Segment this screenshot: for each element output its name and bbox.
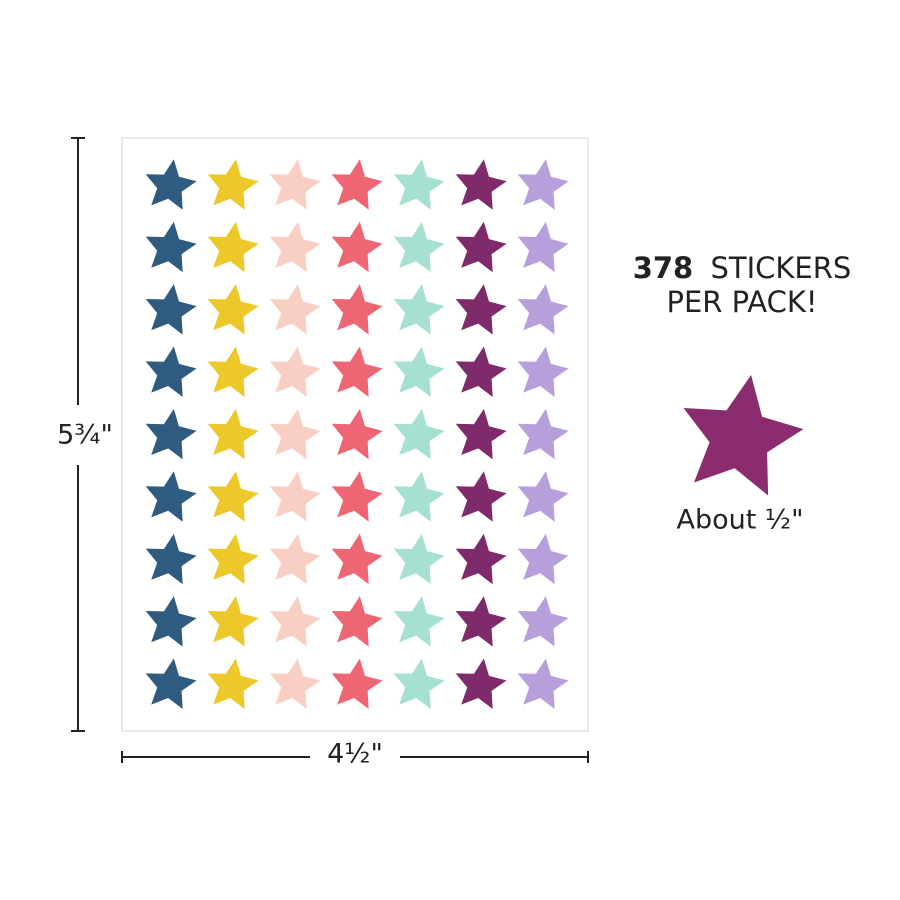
star-grid bbox=[145, 159, 569, 709]
sticker-star bbox=[393, 471, 445, 522]
sticker-star bbox=[517, 221, 569, 273]
sticker-star bbox=[517, 159, 569, 210]
sticker-star bbox=[145, 596, 197, 647]
sticker-star bbox=[207, 408, 259, 460]
sample-star bbox=[683, 375, 804, 496]
sticker-star bbox=[517, 408, 569, 460]
sticker-star bbox=[455, 346, 507, 397]
sticker-star bbox=[269, 408, 321, 460]
sticker-star bbox=[455, 221, 507, 273]
sticker-star bbox=[517, 346, 569, 397]
sticker-star bbox=[145, 533, 197, 585]
sticker-star bbox=[393, 658, 445, 709]
sticker-star bbox=[331, 471, 383, 522]
sticker-star bbox=[207, 596, 259, 647]
sticker-star bbox=[145, 159, 197, 210]
sticker-star bbox=[393, 596, 445, 647]
sticker-star bbox=[455, 284, 507, 335]
sticker-star bbox=[455, 658, 507, 709]
sticker-star bbox=[393, 221, 445, 273]
sticker-star bbox=[517, 471, 569, 522]
sticker-star bbox=[331, 596, 383, 647]
sticker-star bbox=[331, 221, 383, 273]
sticker-star bbox=[145, 408, 197, 460]
sticker-star bbox=[269, 346, 321, 397]
sticker-star bbox=[331, 346, 383, 397]
sticker-star bbox=[455, 471, 507, 522]
sample-size-label: About ½" bbox=[677, 505, 804, 536]
sticker-star bbox=[145, 471, 197, 522]
sticker-star bbox=[331, 284, 383, 335]
height-label: 5¾" bbox=[57, 420, 113, 451]
sticker-star bbox=[207, 221, 259, 273]
sticker-star bbox=[269, 221, 321, 273]
sticker-star bbox=[455, 159, 507, 210]
promo-word: STICKERS bbox=[710, 251, 851, 285]
sticker-star bbox=[331, 658, 383, 709]
sticker-star bbox=[517, 658, 569, 709]
sticker-star bbox=[331, 408, 383, 460]
sticker-star bbox=[393, 284, 445, 335]
sticker-star bbox=[207, 533, 259, 585]
sticker-count: 378 bbox=[633, 251, 694, 285]
sticker-star bbox=[269, 658, 321, 709]
sticker-star bbox=[269, 159, 321, 210]
promo-line-2: PER PACK! bbox=[666, 285, 817, 319]
sticker-star bbox=[393, 533, 445, 585]
sticker-star bbox=[393, 346, 445, 397]
sticker-star bbox=[269, 471, 321, 522]
sticker-star bbox=[145, 658, 197, 709]
sticker-star bbox=[145, 346, 197, 397]
sticker-star bbox=[145, 221, 197, 273]
sticker-star bbox=[393, 408, 445, 460]
promo-line-1: 378 STICKERS bbox=[633, 251, 852, 285]
sticker-star bbox=[145, 284, 197, 335]
width-label: 4½" bbox=[327, 739, 383, 770]
sticker-star bbox=[269, 596, 321, 647]
sticker-star bbox=[517, 533, 569, 585]
sticker-star bbox=[269, 284, 321, 335]
sticker-star bbox=[331, 533, 383, 585]
sticker-star bbox=[207, 471, 259, 522]
sticker-star bbox=[331, 159, 383, 210]
sticker-star bbox=[207, 658, 259, 709]
sticker-star bbox=[207, 159, 259, 210]
height-dimension bbox=[71, 137, 85, 732]
sticker-star bbox=[207, 346, 259, 397]
sticker-star bbox=[455, 408, 507, 460]
sticker-star bbox=[517, 284, 569, 335]
sticker-star bbox=[207, 284, 259, 335]
sticker-star bbox=[455, 596, 507, 647]
sticker-star bbox=[269, 533, 321, 585]
sticker-star bbox=[517, 596, 569, 647]
sticker-star bbox=[455, 533, 507, 585]
width-dimension bbox=[121, 751, 589, 763]
sticker-star bbox=[393, 159, 445, 210]
